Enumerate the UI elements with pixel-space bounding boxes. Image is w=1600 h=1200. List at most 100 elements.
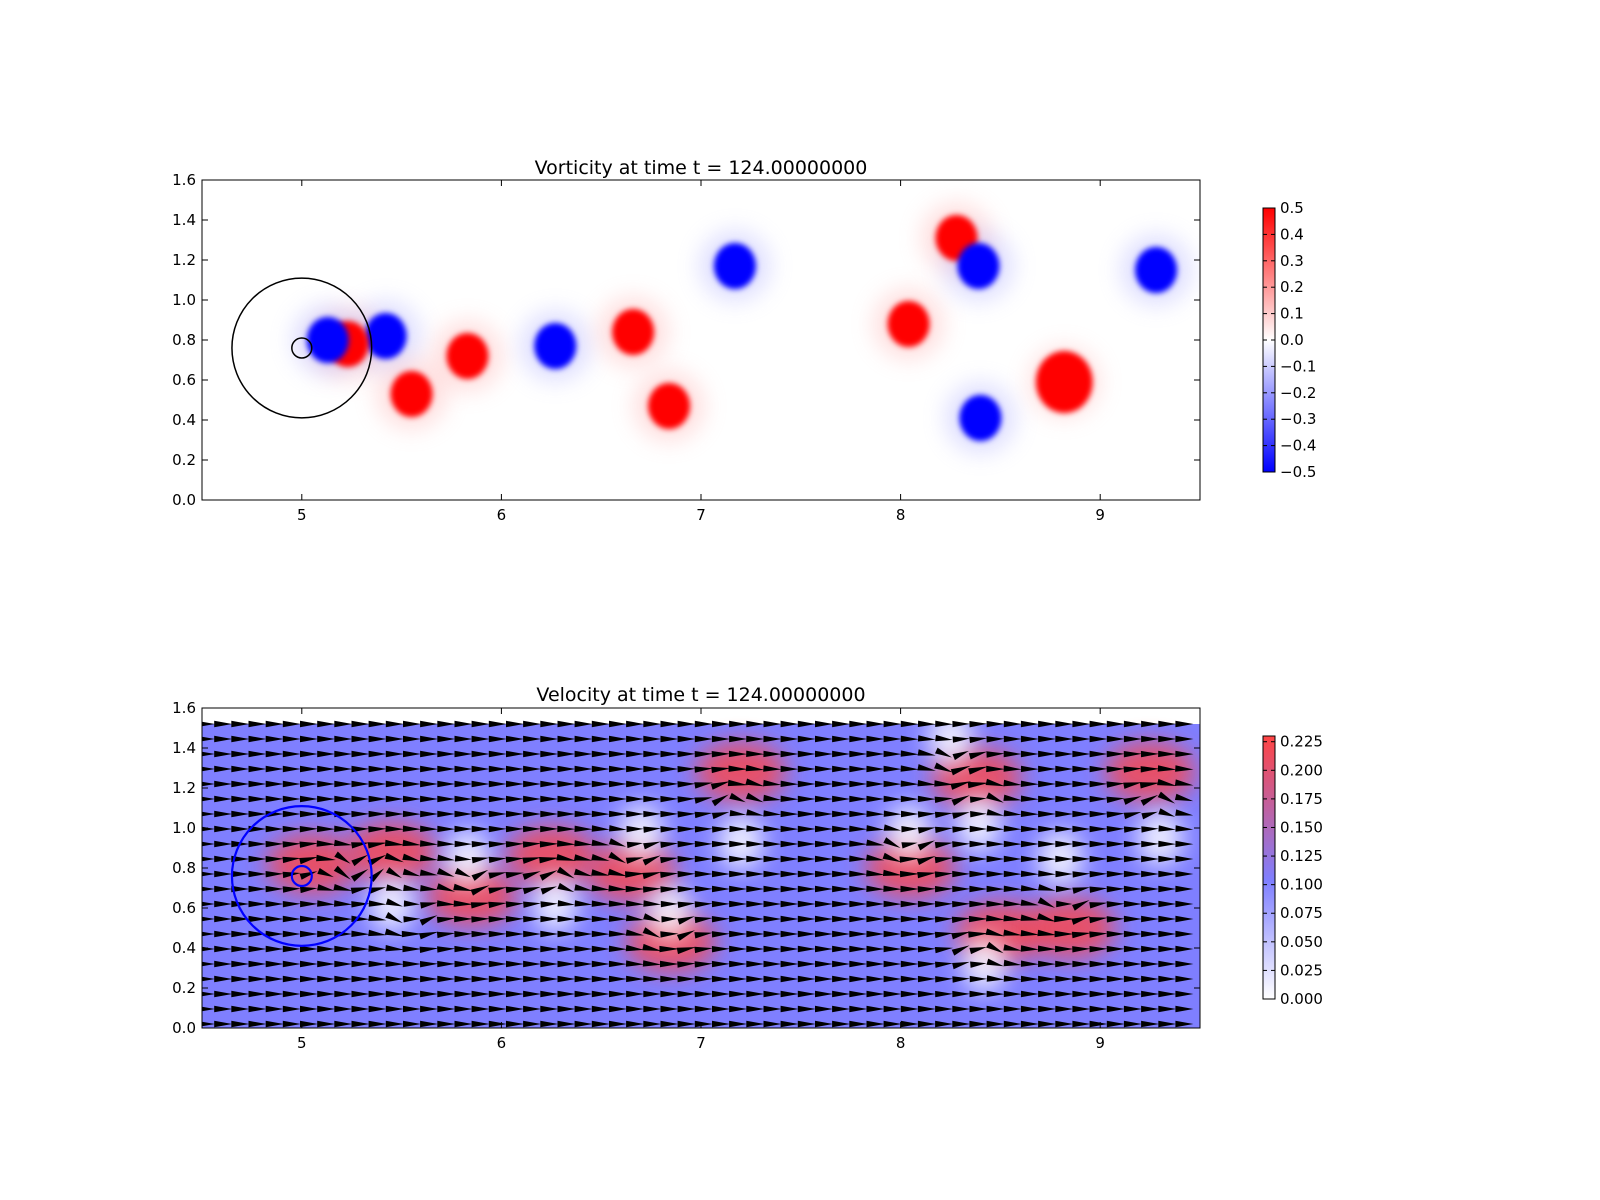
quiver-arrow [1020, 885, 1039, 892]
quiver-arrow [1038, 810, 1057, 818]
quiver-arrow [711, 900, 730, 908]
y-tick-label: 0.2 [172, 979, 196, 997]
quiver-arrow [248, 735, 267, 743]
quiver-arrow [265, 840, 284, 848]
fast-region [865, 838, 956, 898]
quiver-arrow [866, 885, 885, 892]
quiver-arrow [711, 931, 730, 938]
quiver-arrow [969, 990, 988, 998]
quiver-arrow [1175, 1005, 1194, 1013]
quiver-arrow [626, 900, 645, 907]
quiver-arrow [935, 976, 954, 983]
quiver-arrow [1003, 1005, 1022, 1013]
quiver-arrow [780, 1020, 799, 1028]
quiver-arrow [1072, 825, 1091, 833]
quiver-arrow [265, 750, 284, 758]
quiver-arrow [746, 930, 765, 938]
quiver-arrow [420, 902, 438, 909]
quiver-arrow [883, 930, 902, 938]
quiver-arrow [934, 811, 953, 818]
quiver-arrow [334, 825, 353, 832]
velocity-quiver [202, 720, 1194, 1028]
quiver-arrow [900, 930, 919, 938]
quiver-arrow [1175, 960, 1194, 968]
quiver-arrow [1020, 870, 1039, 877]
quiver-arrow [625, 960, 645, 967]
quiver-arrow [626, 795, 645, 803]
quiver-arrow [643, 780, 662, 788]
quiver-arrow [815, 780, 833, 788]
quiver-arrow [643, 826, 662, 833]
quiver-arrow [437, 825, 456, 833]
quiver-arrow [659, 945, 680, 953]
quiver-arrow [1003, 915, 1022, 922]
quiver-arrow [351, 990, 370, 998]
quiver-arrow [506, 930, 524, 938]
quiver-arrow [202, 766, 215, 772]
quiver-arrow [609, 735, 627, 743]
quiver-arrow [523, 990, 542, 998]
quiver-arrow [248, 810, 267, 818]
quiver-arrow [351, 901, 370, 908]
quiver-arrow [1072, 1020, 1091, 1028]
quiver-arrow [643, 810, 662, 818]
quiver-arrow [368, 990, 387, 998]
quiver-arrow [900, 960, 919, 968]
quiver-arrow [488, 841, 507, 848]
quiver-arrow [282, 735, 301, 743]
quiver-arrow [1157, 778, 1177, 786]
quiver-arrow [557, 1020, 576, 1028]
quiver-arrow [1038, 1005, 1057, 1013]
quiver-arrow [420, 735, 439, 743]
quiver-arrow [334, 915, 353, 923]
quiver-arrow [780, 855, 799, 863]
quiver-arrow [282, 795, 301, 803]
quiver-arrow [1089, 1020, 1108, 1028]
colorbar-tick-label: 0.100 [1280, 876, 1323, 894]
cylinder-circle [230, 805, 373, 947]
quiver-arrow [763, 855, 782, 863]
quiver-arrow [969, 947, 987, 955]
quiver-arrow [1072, 871, 1091, 878]
quiver-arrow [901, 826, 919, 833]
quiver-arrow [883, 720, 902, 728]
quiver-arrow [419, 869, 438, 876]
quiver-arrow [1020, 914, 1039, 921]
quiver-arrow [763, 720, 782, 728]
quiver-arrow [591, 854, 610, 861]
quiver-arrow [488, 1020, 507, 1028]
quiver-arrow [420, 810, 439, 818]
quiver-arrow [1038, 1020, 1057, 1028]
quiver-arrow [557, 975, 576, 983]
quiver-arrow [506, 1020, 524, 1028]
quiver-arrow [1020, 765, 1039, 773]
quiver-arrow [282, 975, 301, 983]
quiver-arrow [1072, 975, 1091, 983]
quiver-arrow [1055, 990, 1074, 998]
vortex-core [306, 317, 349, 363]
quiver-arrow [214, 795, 233, 803]
quiver-arrow [609, 765, 627, 773]
quiver-arrow [1123, 1020, 1142, 1028]
quiver-arrow [1175, 900, 1194, 908]
quiver-arrow [1003, 810, 1022, 817]
quiver-arrow [849, 855, 868, 862]
quiver-arrow [523, 825, 542, 833]
quiver-arrow [557, 915, 576, 923]
quiver-arrow [642, 855, 661, 866]
quiver-arrow [1037, 945, 1057, 952]
quiver-arrow [591, 975, 610, 983]
y-tick-label: 1.6 [172, 171, 196, 189]
quiver-arrow [832, 960, 851, 968]
quiver-arrow [729, 990, 748, 998]
quiver-arrow [385, 810, 404, 818]
quiver-arrow [214, 765, 233, 773]
quiver-arrow [797, 960, 816, 968]
quiver-arrow [506, 975, 524, 983]
quiver-arrow [1089, 946, 1108, 953]
quiver-arrow [660, 780, 679, 788]
colorbar-tick-label: 0.3 [1280, 252, 1304, 270]
quiver-arrow [866, 915, 885, 923]
quiver-arrow [797, 855, 816, 863]
quiver-arrow [300, 930, 318, 938]
